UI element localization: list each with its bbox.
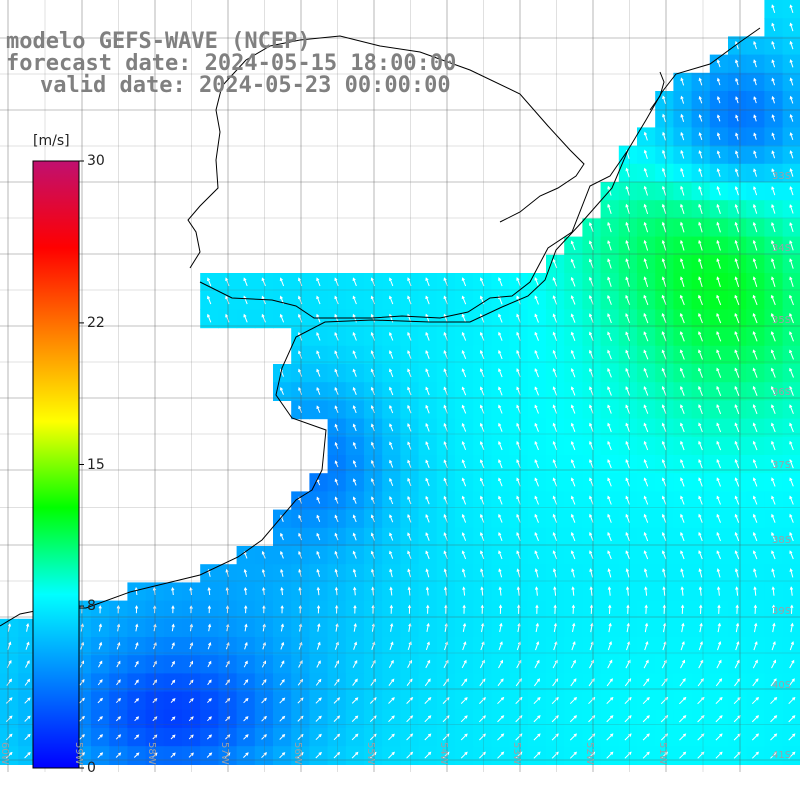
latitude-label: 39S bbox=[772, 606, 792, 617]
latitude-label: 33S bbox=[772, 171, 792, 182]
coastline bbox=[0, 27, 761, 627]
lat-lon-grid bbox=[0, 0, 800, 772]
latitude-label: 38S bbox=[772, 535, 792, 546]
colorbar-tick-label: 15 bbox=[87, 457, 105, 473]
longitude-label: 60W bbox=[0, 742, 10, 765]
wind-direction-arrows bbox=[6, 4, 796, 759]
longitude-label: 56W bbox=[292, 742, 303, 765]
longitude-label: 58W bbox=[146, 742, 157, 765]
longitude-label: 51W bbox=[657, 742, 668, 765]
valid-date: valid date: 2024-05-23 00:00:00 bbox=[40, 73, 451, 98]
colorbar-tick-label: 22 bbox=[87, 315, 105, 331]
latitude-label: 41S bbox=[772, 750, 792, 761]
longitude-label: 52W bbox=[584, 742, 595, 765]
colorbar-tick-label: 30 bbox=[87, 153, 105, 169]
colorbar-tick-label: 8 bbox=[87, 598, 96, 614]
longitude-label: 57W bbox=[219, 742, 230, 765]
latitude-label: 40S bbox=[772, 680, 792, 691]
latitude-label: 36S bbox=[772, 387, 792, 398]
colorbar bbox=[32, 160, 84, 769]
latitude-label: 37S bbox=[772, 460, 792, 471]
longitude-label: 55W bbox=[365, 742, 376, 765]
longitude-label: 54W bbox=[438, 742, 449, 765]
longitude-label: 59W bbox=[73, 742, 84, 765]
latitude-label: 34S bbox=[772, 243, 792, 254]
forecast-date: forecast date: 2024-05-15 18:00:00 bbox=[6, 51, 457, 76]
longitude-label: 53W bbox=[511, 742, 522, 765]
latitude-label: 35S bbox=[772, 315, 792, 326]
colorbar-units: [m/s] bbox=[33, 133, 70, 149]
model-title: modelo GEFS-WAVE (NCEP) bbox=[6, 29, 311, 54]
colorbar-tick-label: 0 bbox=[87, 760, 96, 776]
